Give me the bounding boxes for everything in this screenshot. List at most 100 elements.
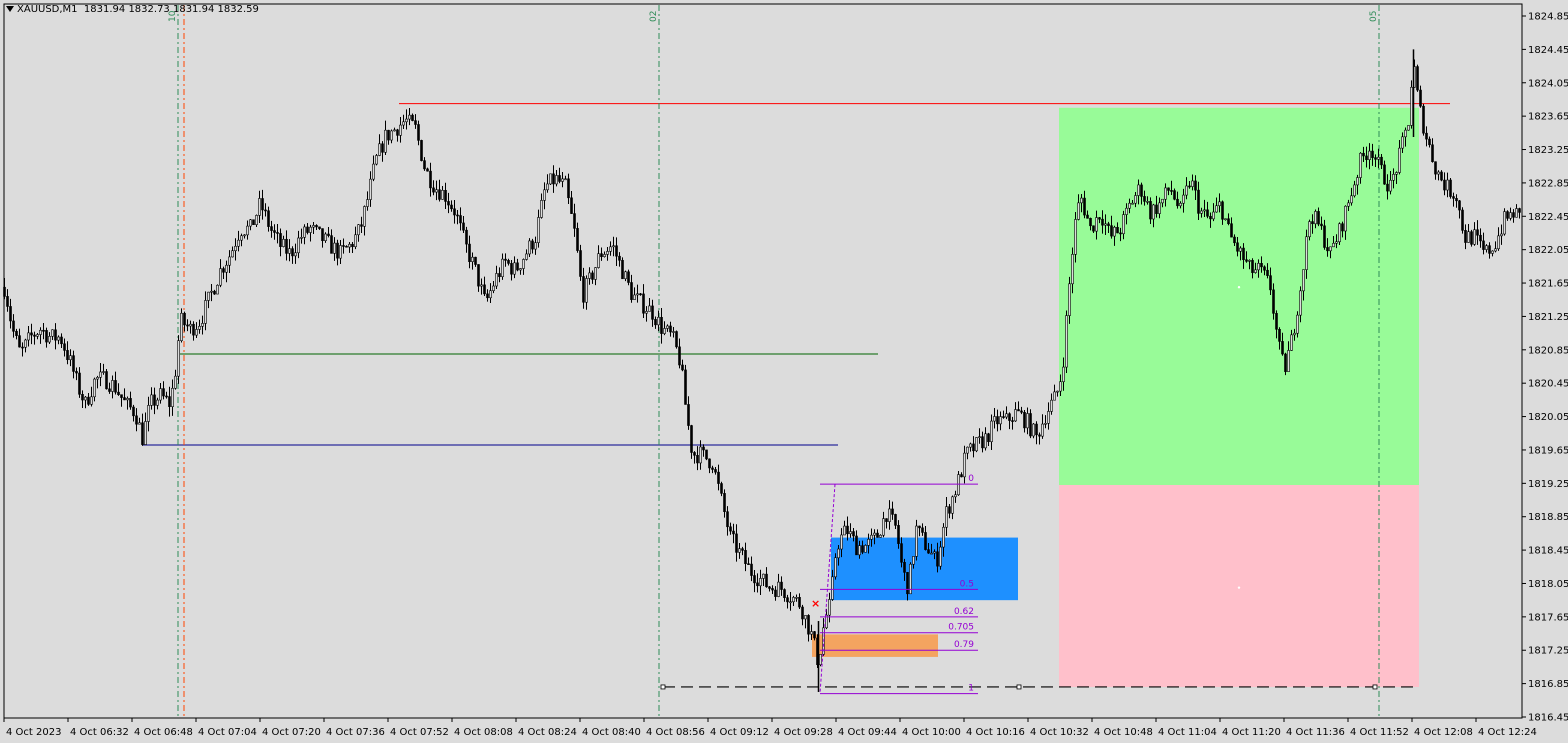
candle-body xyxy=(786,597,789,603)
candle-body xyxy=(924,532,927,550)
candle-body xyxy=(609,246,612,252)
y-tick-label: 1820.45 xyxy=(1528,379,1568,390)
candle-body xyxy=(1344,205,1347,232)
candle-body xyxy=(852,531,855,537)
candle-body xyxy=(489,290,492,299)
candle-body xyxy=(1086,214,1089,219)
candle-body xyxy=(966,446,969,454)
candle-body xyxy=(921,527,924,533)
candle-body xyxy=(198,325,201,330)
candle-body xyxy=(501,258,504,278)
candle-body xyxy=(1392,174,1395,181)
candle-body xyxy=(972,443,975,452)
candle-body xyxy=(132,406,135,417)
candle-body xyxy=(975,437,978,452)
candle-body xyxy=(1026,413,1029,429)
x-tick-label: 4 Oct 10:00 xyxy=(902,727,961,738)
candle-body xyxy=(342,245,345,247)
candle-body xyxy=(693,452,696,456)
candle-body xyxy=(663,328,666,334)
y-tick-label: 1822.85 xyxy=(1528,178,1568,189)
candle-body xyxy=(348,243,351,248)
candle-body xyxy=(951,496,954,514)
candle-body xyxy=(1071,254,1074,285)
candle-body xyxy=(576,228,579,251)
y-tick-label: 1822.45 xyxy=(1528,212,1568,223)
candle-body xyxy=(1065,315,1068,368)
candle-body xyxy=(1434,161,1437,175)
candle-body xyxy=(720,483,723,494)
candle-body xyxy=(606,251,609,255)
candle-body xyxy=(411,114,414,121)
candle-body xyxy=(756,582,759,587)
fib-level-label: 0.5 xyxy=(960,579,974,589)
candle-body xyxy=(1098,217,1101,220)
x-tick-label: 4 Oct 2023 xyxy=(6,727,61,738)
candle-body xyxy=(297,237,300,254)
candle-body xyxy=(594,267,597,280)
y-tick-label: 1819.25 xyxy=(1528,479,1568,490)
candle-body xyxy=(1152,204,1155,220)
line-handle xyxy=(1372,684,1378,690)
candle-body xyxy=(1404,129,1407,138)
candle-body xyxy=(930,552,933,555)
vertical-line-label: 05 xyxy=(1369,11,1379,22)
candle-body xyxy=(483,284,486,295)
x-tick-label: 4 Oct 06:32 xyxy=(70,727,129,738)
candle-body xyxy=(714,469,717,473)
candle-body xyxy=(240,235,243,241)
candle-body xyxy=(795,597,798,599)
candle-body xyxy=(1266,269,1269,276)
candle-body xyxy=(696,455,699,464)
candle-body xyxy=(192,323,195,336)
candle-body xyxy=(1257,263,1260,271)
candle-body xyxy=(345,245,348,248)
candle-body xyxy=(123,397,126,401)
x-tick-label: 4 Oct 12:08 xyxy=(1414,727,1473,738)
candle-body xyxy=(1233,236,1236,244)
candle-body xyxy=(1461,209,1464,231)
fib-retracement[interactable]: 0 0.5 0.62 0.705 0.79 1 × xyxy=(811,474,978,695)
candle-body xyxy=(252,219,255,225)
candle-body xyxy=(294,252,297,257)
candle-body xyxy=(12,320,15,332)
candle-body xyxy=(864,545,867,553)
candle-body xyxy=(678,346,681,366)
candle-body xyxy=(1059,381,1062,392)
candle-body xyxy=(285,238,288,254)
candle-body xyxy=(195,329,198,336)
x-tick-label: 4 Oct 12:24 xyxy=(1478,727,1537,738)
candle-body xyxy=(1269,275,1272,291)
candle-body xyxy=(414,120,417,125)
candle-body xyxy=(549,173,552,185)
candle-body xyxy=(1014,409,1017,422)
candle-body xyxy=(1377,156,1380,160)
stop-loss-zone xyxy=(1059,485,1419,687)
candle-body xyxy=(1020,410,1023,413)
candle-body xyxy=(1242,247,1245,260)
candle-body xyxy=(213,290,216,295)
candle-body xyxy=(567,178,570,199)
candle-body xyxy=(1518,208,1521,213)
candle-body xyxy=(915,525,918,557)
dropdown-triangle-icon[interactable] xyxy=(6,6,14,12)
candle-body xyxy=(258,198,261,216)
zone-center-marker xyxy=(1237,286,1241,289)
candles-layer xyxy=(3,49,1521,692)
candle-body xyxy=(120,394,123,398)
candle-body xyxy=(1371,150,1374,158)
y-tick-label: 1823.25 xyxy=(1528,145,1568,156)
candle-body xyxy=(24,339,27,348)
candle-body xyxy=(57,336,60,341)
candle-body xyxy=(504,258,507,261)
candle-body xyxy=(1281,341,1284,355)
candle-body xyxy=(168,396,171,407)
candle-body xyxy=(861,545,864,553)
y-tick-label: 1824.45 xyxy=(1528,45,1568,56)
candle-body xyxy=(135,415,138,425)
candle-body xyxy=(882,518,885,536)
candle-body xyxy=(789,601,792,604)
candle-body xyxy=(66,350,69,361)
candle-body xyxy=(222,268,225,273)
